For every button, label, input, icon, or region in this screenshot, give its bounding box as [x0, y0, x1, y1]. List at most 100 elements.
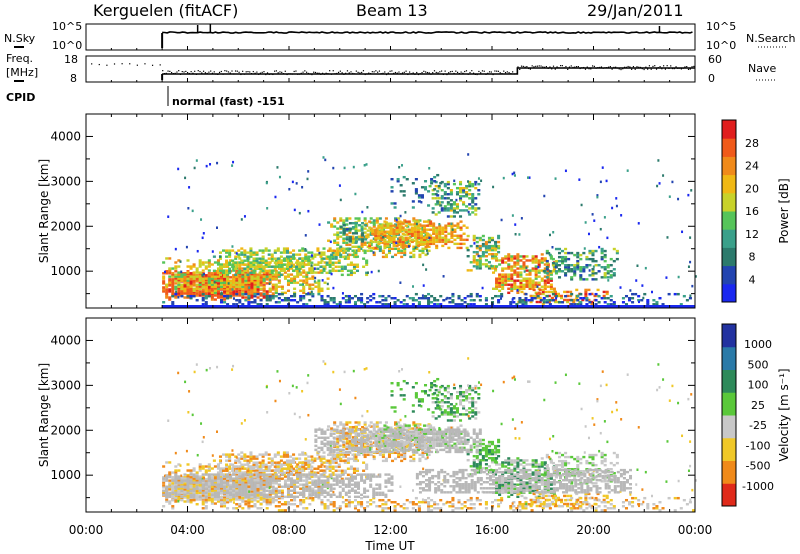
power-cell [351, 253, 355, 257]
power-cell [478, 248, 482, 252]
power-cell [384, 217, 388, 220]
power-cell [543, 263, 547, 266]
power-cell [513, 257, 517, 260]
power-cell [326, 282, 329, 286]
velocity-cell [363, 455, 367, 459]
power-cell [422, 230, 427, 233]
power-cell [238, 277, 242, 280]
power-cell [346, 269, 350, 273]
power-cell [567, 251, 571, 255]
power-cell [443, 197, 447, 200]
power-cell [528, 273, 532, 276]
power-cell [387, 251, 392, 255]
power-cell [423, 186, 428, 189]
power-cell [243, 251, 247, 254]
power-cell [207, 276, 211, 279]
nave-dot [293, 70, 295, 73]
power-cell [543, 194, 546, 198]
power-cell [513, 171, 516, 175]
power-cell [229, 285, 233, 288]
power-cell [477, 254, 480, 258]
power-cell [429, 238, 433, 242]
power-cell [438, 224, 442, 227]
power-cell [471, 195, 475, 198]
power-cell [253, 292, 257, 296]
power-cell [401, 240, 405, 244]
power-cell [274, 277, 278, 280]
power-cell [436, 173, 440, 177]
power-cell [399, 190, 403, 193]
power-cell [561, 257, 565, 261]
power-cell [286, 275, 291, 278]
power-cell [304, 257, 308, 260]
power-cell [561, 301, 565, 304]
power-cell [442, 275, 445, 278]
velocity-cell [363, 445, 367, 448]
power-cell [289, 255, 293, 258]
power-cell [186, 288, 190, 291]
power-cell [513, 269, 517, 272]
power-cell [204, 274, 208, 277]
power-cell [419, 230, 423, 233]
power-cell [501, 275, 505, 278]
power-cell [478, 299, 482, 302]
power-cell [298, 257, 302, 260]
power-cell [357, 299, 361, 302]
velocity-cell [369, 453, 373, 457]
power-cell [511, 172, 514, 176]
velocity-cell [331, 455, 335, 458]
velocity-cell [320, 475, 324, 478]
power-cell [223, 275, 227, 278]
power-cell [219, 278, 224, 281]
power-cell [348, 222, 352, 225]
power-cell [246, 273, 250, 277]
nave-dot [615, 66, 617, 68]
power-cell [364, 224, 368, 227]
nave-dot [382, 72, 384, 74]
velocity-cell [241, 495, 245, 499]
power-cell [449, 191, 453, 194]
power-cell [229, 279, 233, 282]
power-cell [267, 257, 271, 260]
power-cell [280, 263, 284, 266]
power-cell [274, 259, 278, 262]
velocity-cell [298, 457, 302, 460]
power-cell [528, 176, 531, 179]
power-cell [535, 292, 539, 296]
velocity-cell [290, 465, 294, 468]
nave-dot [565, 65, 567, 68]
power-cell [387, 249, 392, 253]
power-cell [507, 291, 511, 295]
velocity-cell [374, 434, 378, 437]
power-cell [238, 274, 242, 277]
power-cell [531, 279, 535, 282]
power-cell [336, 235, 340, 238]
power-cell [246, 259, 250, 262]
power-cell [567, 263, 571, 267]
nave-dot [654, 65, 656, 67]
power-cell [365, 163, 368, 166]
nave-dot [538, 65, 540, 67]
power-cell [475, 265, 479, 268]
power-cell [380, 232, 384, 235]
power-cell [462, 186, 466, 190]
power-cell [280, 259, 284, 262]
power-cell [207, 277, 211, 280]
power-cell [171, 278, 175, 281]
power-cell [545, 299, 549, 302]
power-cell [546, 269, 550, 272]
power-cell [189, 280, 193, 283]
power-cell [415, 222, 418, 226]
power-cell [472, 234, 476, 238]
power-cell [522, 285, 526, 288]
power-cell [591, 278, 595, 281]
power-cell [317, 292, 321, 296]
power-cell [427, 296, 431, 300]
power-cell [311, 294, 315, 298]
velocity-cell [285, 469, 289, 472]
power-cell [545, 294, 549, 298]
power-cell [452, 215, 456, 218]
power-cell [247, 284, 251, 287]
velocity-cell [216, 463, 220, 466]
nave-dot [693, 65, 695, 68]
